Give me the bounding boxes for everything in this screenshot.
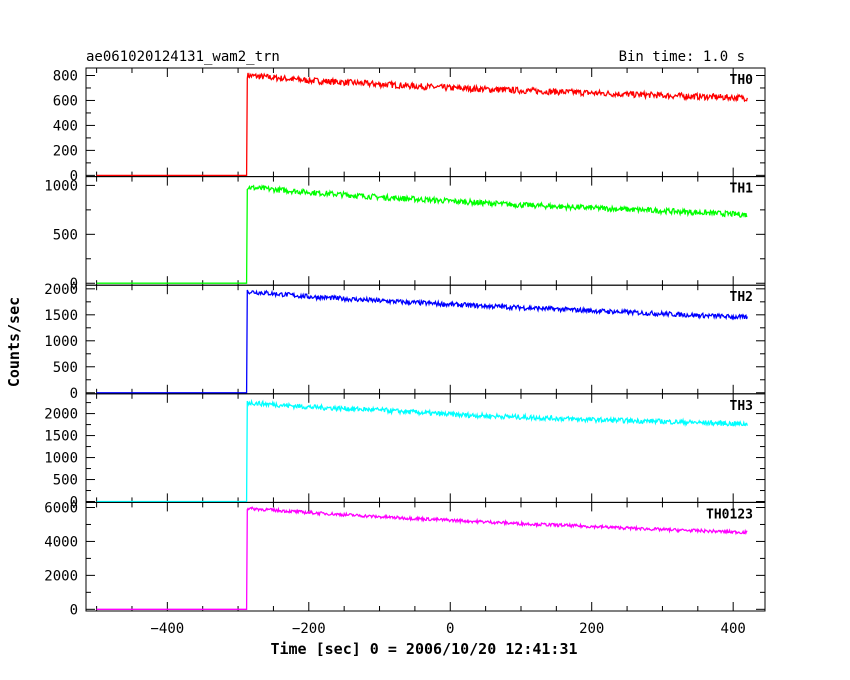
- panel-th1: 0 500 1000 TH1: [44, 176, 766, 292]
- bin-time-label: Bin time: 1.0 s: [619, 49, 745, 65]
- panel-label-th2: TH2: [730, 290, 753, 305]
- y-tick-label: 0: [70, 386, 78, 402]
- x-tick-label: 400: [721, 621, 746, 637]
- panel-label-th3: TH3: [730, 399, 753, 414]
- panel-label-th1: TH1: [730, 182, 754, 197]
- panel-frame: [85, 176, 766, 286]
- series-th0123: [96, 505, 748, 610]
- y-tick-label: 4000: [44, 534, 78, 550]
- y-tick-label: 1000: [44, 178, 78, 194]
- series-th3: [96, 398, 748, 503]
- panels-group: 0 200 400 600 800 TH0 0 500 1000 TH1 0 500 1000 1500 2…: [44, 67, 766, 637]
- panel-th0123: 0 2000 4000 6000 TH0123: [44, 500, 766, 618]
- panel-frame: [85, 501, 766, 612]
- y-tick-label: 500: [53, 227, 78, 243]
- y-tick-label: 1500: [44, 308, 78, 324]
- y-tick-label: 0: [70, 495, 78, 511]
- x-tick-label: −400: [150, 621, 184, 637]
- series-th1: [96, 184, 748, 284]
- panel-th0: 0 200 400 600 800 TH0: [53, 67, 766, 184]
- y-tick-label: 6000: [44, 500, 78, 516]
- y-tick-label: 800: [53, 68, 78, 84]
- panel-frame: [85, 67, 766, 178]
- y-tick-label: 1500: [44, 429, 78, 445]
- y-tick-label: 1000: [44, 451, 78, 467]
- panel-th2: 0 500 1000 1500 2000 TH2: [44, 282, 766, 402]
- series-th2: [96, 289, 748, 394]
- y-tick-label: 200: [53, 143, 78, 159]
- y-tick-label: 2000: [44, 282, 78, 298]
- y-tick-label: 1000: [44, 334, 78, 350]
- y-tick-label: 600: [53, 93, 78, 109]
- x-tick-label: 200: [579, 621, 604, 637]
- y-tick-label: 500: [53, 360, 78, 376]
- y-axis-title: Counts/sec: [5, 297, 23, 387]
- panel-label-th0: TH0: [730, 73, 754, 88]
- x-tick-label: 0: [446, 621, 454, 637]
- y-tick-label: 2000: [44, 407, 78, 423]
- y-tick-label: 0: [70, 276, 78, 292]
- x-axis-title: Time [sec] 0 = 2006/10/20 12:41:31: [270, 640, 577, 658]
- y-tick-label: 400: [53, 118, 78, 134]
- panel-th3: 0 500 1000 1500 2000 TH3: [44, 393, 766, 511]
- y-tick-label: 500: [53, 473, 78, 489]
- y-tick-label: 2000: [44, 568, 78, 584]
- series-th0: [96, 72, 748, 177]
- plot-title: ae061020124131_wam2_trn: [86, 49, 280, 65]
- y-tick-label: 0: [70, 168, 78, 184]
- y-tick-label: 0: [70, 602, 78, 618]
- panel-label-th0123: TH0123: [706, 507, 753, 522]
- x-tick-label: −200: [292, 621, 326, 637]
